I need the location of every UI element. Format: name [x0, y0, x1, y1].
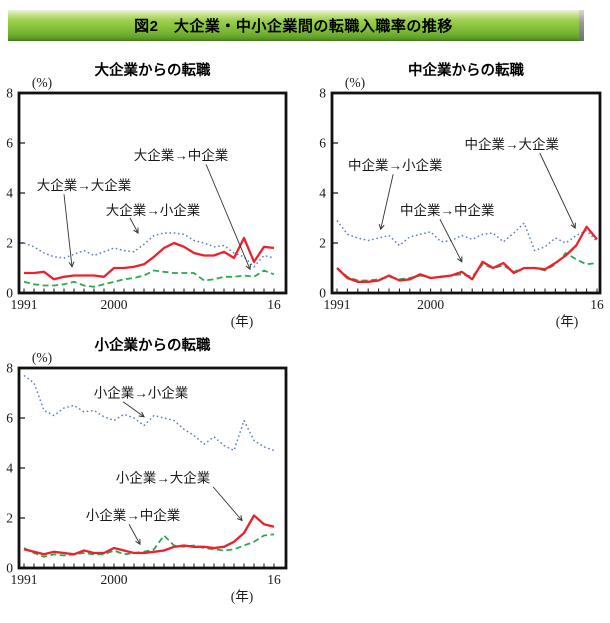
svg-text:(%): (%)	[32, 75, 52, 90]
svg-text:2000: 2000	[101, 572, 128, 587]
figure-title-banner: 図2 大企業・中小企業間の転職入職率の推移	[8, 10, 579, 41]
svg-text:8: 8	[319, 86, 326, 101]
svg-text:8: 8	[6, 86, 13, 101]
svg-text:(%): (%)	[345, 75, 365, 90]
svg-text:(年): (年)	[231, 589, 254, 604]
svg-text:中企業→小企業: 中企業→小企業	[348, 157, 443, 173]
svg-text:1991: 1991	[324, 297, 351, 312]
chart-from-medium-enterprises: 中企業からの転職 (%) (年) 0 2 4 6 8 1991 2000 16 中企業→小企業 中企業→…	[305, 55, 610, 340]
svg-text:16: 16	[267, 572, 281, 587]
svg-text:2000: 2000	[101, 297, 128, 312]
svg-text:大企業→大企業: 大企業→大企業	[37, 177, 132, 193]
svg-text:中企業→大企業: 中企業→大企業	[464, 136, 559, 152]
svg-text:0: 0	[319, 286, 326, 301]
svg-text:中企業からの転職: 中企業からの転職	[408, 61, 524, 79]
svg-text:0: 0	[6, 561, 13, 576]
svg-text:2: 2	[319, 236, 326, 251]
svg-text:大企業からの転職: 大企業からの転職	[95, 61, 211, 79]
svg-text:(年): (年)	[556, 314, 579, 329]
svg-text:小企業→中企業: 小企業→中企業	[86, 507, 181, 523]
svg-text:小企業からの転職: 小企業からの転職	[95, 336, 211, 354]
banner-edge-shadow	[579, 10, 584, 41]
svg-text:6: 6	[6, 136, 13, 151]
svg-text:0: 0	[6, 286, 13, 301]
svg-text:(年): (年)	[231, 314, 254, 329]
svg-text:中企業→中企業: 中企業→中企業	[400, 202, 495, 218]
chart-from-small-enterprises-plot: 小企業からの転職 (%) (年) 0 2 4 6 8 1991 2000 16 小企業→小企業小企業→…	[6, 336, 288, 604]
svg-text:6: 6	[319, 136, 326, 151]
svg-text:16: 16	[267, 297, 281, 312]
svg-text:(%): (%)	[32, 350, 52, 365]
svg-text:大企業→小企業: 大企業→小企業	[106, 202, 201, 218]
svg-text:2000: 2000	[417, 297, 444, 312]
svg-text:小企業→小企業: 小企業→小企業	[94, 385, 189, 401]
svg-text:2: 2	[6, 236, 13, 251]
svg-text:4: 4	[6, 461, 13, 476]
svg-text:小企業→大企業: 小企業→大企業	[116, 470, 211, 486]
svg-text:1991: 1991	[11, 297, 38, 312]
svg-text:1991: 1991	[11, 572, 38, 587]
svg-text:4: 4	[6, 186, 13, 201]
svg-text:16: 16	[590, 297, 604, 312]
chart-from-large-enterprises: 大企業からの転職 (%) (年) 0 2 4 6 8 1991 2000 16 大企業→大企業 大企業→…	[0, 55, 310, 340]
svg-text:6: 6	[6, 411, 13, 426]
chart-from-small-enterprises: 小企業からの転職 (%) (年) 0 2 4 6 8 1991 2000 16 小企業→小企業小企業→…	[0, 330, 310, 623]
svg-text:大企業→中企業: 大企業→中企業	[134, 147, 229, 163]
svg-text:2: 2	[6, 511, 13, 526]
svg-text:8: 8	[6, 361, 13, 376]
svg-text:4: 4	[319, 186, 326, 201]
figure-title: 図2 大企業・中小企業間の転職入職率の推移	[134, 18, 453, 35]
